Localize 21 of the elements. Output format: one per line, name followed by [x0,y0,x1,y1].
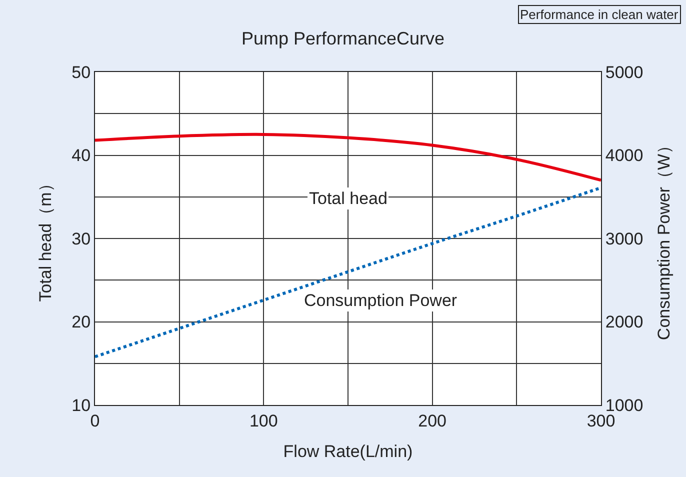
y2-tick-label: 2000 [605,312,644,332]
x-tick-label: 200 [418,411,447,430]
text: Performance in clean water [520,7,679,22]
chart-title: Pump PerformanceCurve [241,28,445,48]
x-axis-title: Flow Rate(L/min) [283,442,413,461]
text: Total head [309,189,388,208]
y2-tick-label: 5000 [605,62,644,82]
y-tick-label: 10 [72,396,91,415]
y2-tick-label: 4000 [605,146,644,166]
y-axis-title: Total head（m） [36,175,56,302]
x-tick-label: 0 [90,411,100,430]
y-tick-label: 50 [72,62,91,82]
series-label: Consumption Power [304,291,458,310]
y2-axis-title: Consumption Power（W） [654,136,674,340]
y2-tick-label: 3000 [605,229,644,248]
y-tick-label: 40 [72,146,91,166]
line-series [95,132,601,182]
y-tick-label: 30 [72,229,91,248]
y-tick-label: 20 [72,312,91,332]
x-tick-label: 100 [249,411,278,430]
line-series [95,186,601,358]
